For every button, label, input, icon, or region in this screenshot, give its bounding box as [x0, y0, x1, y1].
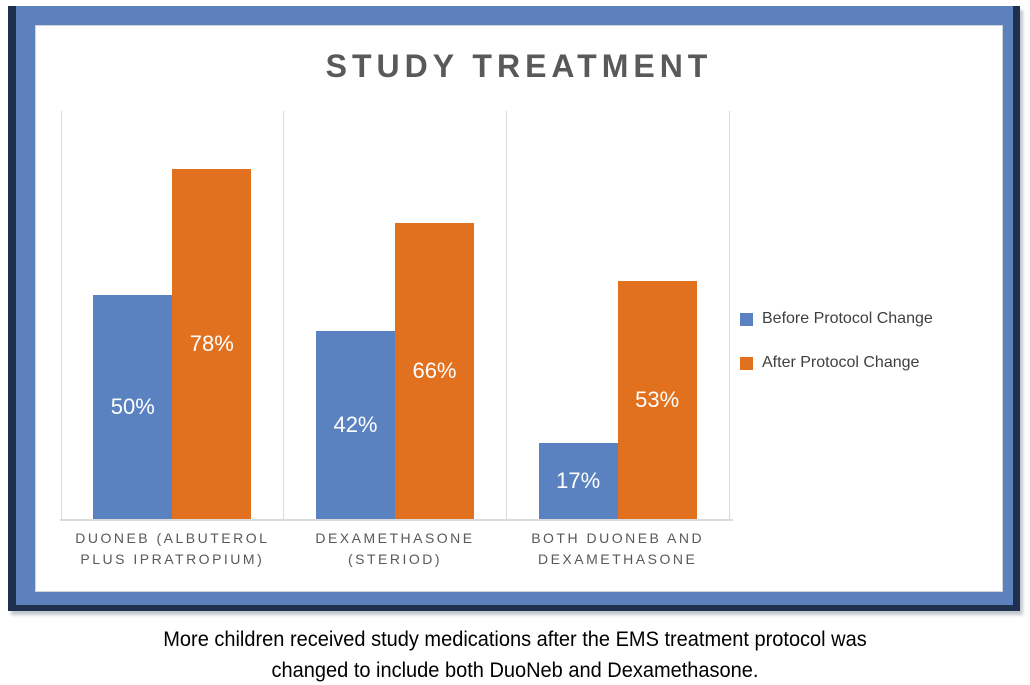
caption-line: changed to include both DuoNeb and Dexam…: [271, 658, 759, 682]
gridline-vertical: [728, 111, 730, 519]
legend-entry: Before Protocol Change: [740, 310, 933, 328]
bar-before-protocol-change: 50%: [93, 294, 173, 519]
bar-after-protocol-change: 53%: [617, 281, 697, 519]
bar-after-protocol-change: 78%: [172, 169, 252, 519]
caption-line: More children received study medications…: [163, 627, 867, 651]
bar-data-label: 17%: [556, 467, 601, 493]
legend-label: After Protocol Change: [762, 354, 920, 371]
category-label: DUONEB (ALBUTEROL PLUS IPRATROPIUM): [75, 530, 270, 567]
x-axis-baseline: [60, 519, 733, 521]
bar-before-protocol-change: 17%: [538, 442, 618, 519]
chart-area: STUDY TREATMENT 50% 78% 42% 66% 17% 53% Befor…: [35, 25, 1003, 592]
legend: Before Protocol Change After Protocol Cha…: [740, 310, 933, 372]
legend-entry: After Protocol Change: [740, 354, 933, 372]
category-label: DEXAMETHASONE (STERIOD): [315, 530, 475, 567]
bar-after-protocol-change: 66%: [394, 223, 474, 519]
gridline-vertical: [283, 111, 285, 519]
bar-group: 17% 53%: [506, 111, 729, 519]
bar-data-label: 66%: [412, 358, 457, 384]
legend-swatch-icon: [740, 356, 753, 370]
bar-data-label: 53%: [635, 387, 680, 413]
bar-group: 50% 78%: [61, 111, 284, 519]
gridline-vertical: [505, 111, 507, 519]
legend-swatch-icon: [740, 312, 753, 326]
caption: More children received study medications…: [36, 624, 994, 685]
legend-label: Before Protocol Change: [762, 310, 933, 327]
category-label: BOTH DUONEB AND DEXAMETHASONE: [531, 530, 705, 567]
chart-title: STUDY TREATMENT: [325, 48, 713, 84]
category-labels: DUONEB (ALBUTEROL PLUS IPRATROPIUM) DEXAME…: [61, 528, 729, 570]
bar-before-protocol-change: 42%: [315, 330, 395, 519]
bar-data-label: 42%: [333, 411, 378, 437]
bar-data-label: 50%: [110, 393, 155, 419]
plot-area: 50% 78% 42% 66% 17% 53%: [60, 111, 733, 521]
bar-group: 42% 66%: [284, 111, 507, 519]
bar-data-label: 78%: [189, 331, 234, 357]
gridline-vertical: [60, 111, 62, 519]
